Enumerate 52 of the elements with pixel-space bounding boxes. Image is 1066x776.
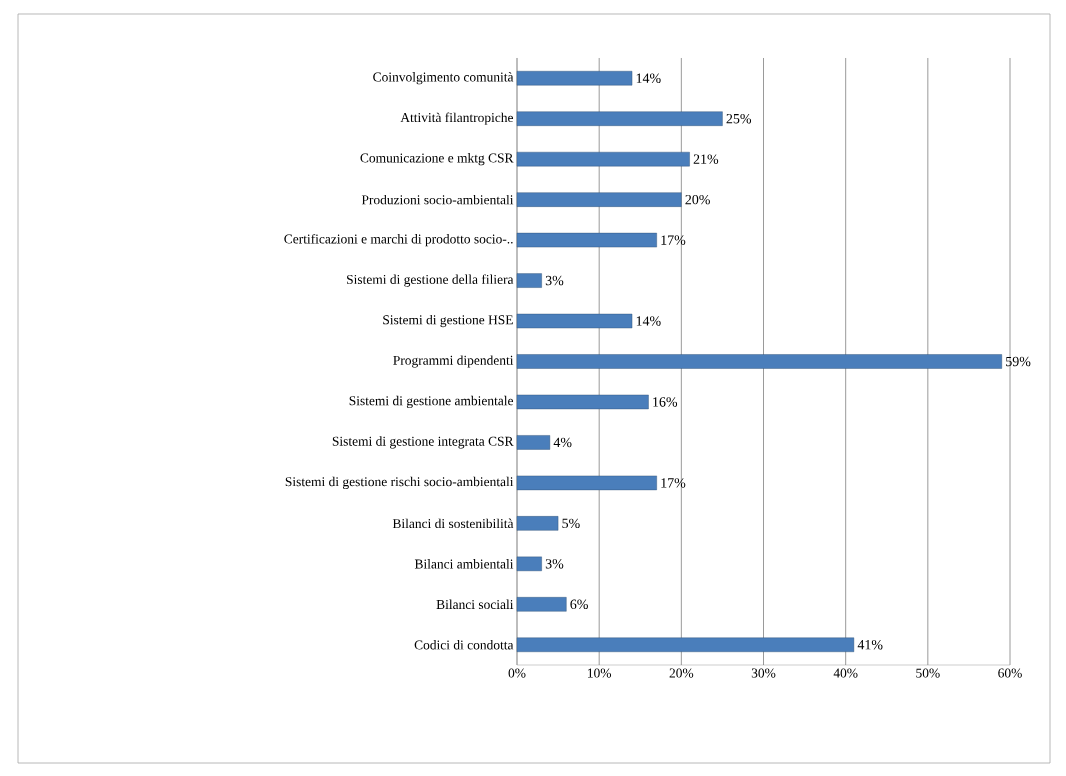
y-tick-label: Certificazioni e marchi di prodotto socio-.. (284, 233, 513, 247)
bar (516, 475, 657, 491)
y-tick-label: Sistemi di gestione della filiera (347, 274, 514, 287)
bar (516, 273, 542, 288)
y-tick-label: Sistemi di gestione rischi socio-ambientali (285, 476, 514, 490)
bar (516, 597, 567, 612)
data-label: 5% (562, 518, 580, 529)
y-tick-label: Bilanci sociali (436, 599, 514, 610)
bar (516, 354, 1002, 369)
y-tick-label: Attività filantropiche (400, 112, 514, 125)
x-tick-label: 20% (669, 668, 694, 678)
x-tick-label: 60% (998, 668, 1022, 678)
data-label: 6% (570, 599, 588, 610)
y-tick-label: Bilanci di sostenibilità (392, 518, 514, 529)
bar (516, 111, 723, 126)
x-tick-label: 30% (751, 668, 776, 678)
bar (516, 71, 633, 86)
data-label: 3% (545, 275, 564, 286)
bar (516, 151, 690, 167)
data-label: 17% (661, 478, 686, 488)
bar (516, 556, 542, 572)
data-label: 17% (661, 235, 686, 245)
data-label: 20% (685, 194, 710, 205)
data-label: 59% (1006, 356, 1031, 367)
x-tick-label: 50% (916, 668, 940, 678)
data-label: 14% (636, 73, 661, 83)
y-tick-label: Codici di condotta (414, 640, 514, 650)
y-tick-label: Comunicazione e mktg CSR (360, 153, 514, 166)
y-tick-label: Produzioni socio-ambientali (361, 194, 514, 205)
data-label: 14% (636, 316, 661, 326)
bar (516, 192, 682, 207)
x-tick-label: 10% (588, 668, 612, 678)
data-label: 41% (857, 640, 883, 650)
y-tick-label: Sistemi di gestione integrata CSR (332, 436, 514, 449)
bar (516, 637, 855, 652)
bar (516, 232, 657, 248)
bar (516, 394, 649, 410)
x-tick-label: 40% (833, 668, 858, 678)
data-label: 4% (553, 437, 572, 448)
y-tick-label: Bilanci ambientali (414, 559, 514, 569)
bar (516, 313, 633, 329)
y-tick-label: Sistemi di gestione ambientale (349, 395, 514, 409)
y-tick-label: Coinvolgimento comunità (373, 72, 514, 85)
y-tick-label: Sistemi di gestione HSE (383, 314, 513, 328)
x-tick-label: 0% (508, 668, 526, 678)
y-tick-label: Programmi dipendenti (393, 355, 514, 368)
data-label: 25% (726, 113, 752, 124)
data-label: 21% (693, 154, 719, 164)
bar (516, 516, 559, 531)
data-label: 3% (545, 559, 564, 569)
bar (516, 435, 551, 450)
data-label: 16% (653, 397, 678, 407)
